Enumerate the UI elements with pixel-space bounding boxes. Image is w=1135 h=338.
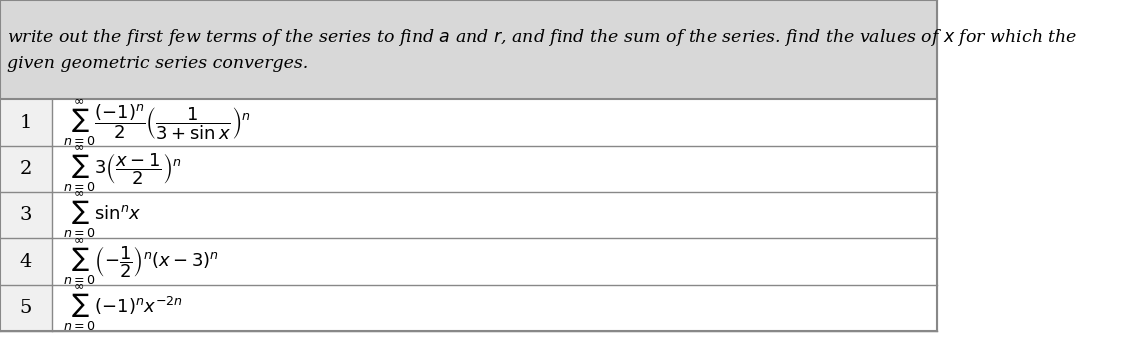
Bar (0, 285, 938, 331)
Text: write out the first few terms of the series to find $a$ and $r$, and find the su: write out the first few terms of the ser… (8, 27, 1078, 72)
Text: $\sum_{n=0}^{\infty} 3\left(\dfrac{x-1}{2}\right)^n$: $\sum_{n=0}^{\infty} 3\left(\dfrac{x-1}{… (62, 144, 182, 194)
Bar (0, 99, 938, 146)
Bar (0, 192, 938, 238)
Text: 2: 2 (19, 160, 32, 178)
Bar (0, 146, 51, 192)
Text: 3: 3 (19, 206, 32, 224)
Bar (0, 146, 938, 192)
Bar (0, 285, 51, 331)
Bar (0, 192, 51, 238)
Bar (0, 238, 51, 285)
Text: $\sum_{n=0}^{\infty} \sin^n\!x$: $\sum_{n=0}^{\infty} \sin^n\!x$ (62, 190, 142, 240)
Bar (0, 0, 938, 99)
Text: 4: 4 (19, 252, 32, 271)
Text: $\sum_{n=0}^{\infty} (-1)^n x^{-2n}$: $\sum_{n=0}^{\infty} (-1)^n x^{-2n}$ (62, 283, 183, 333)
Text: 5: 5 (19, 299, 32, 317)
Text: 1: 1 (19, 114, 32, 131)
Text: $\sum_{n=0}^{\infty} \dfrac{(-1)^n}{2}\left(\dfrac{1}{3+\sin x}\right)^n$: $\sum_{n=0}^{\infty} \dfrac{(-1)^n}{2}\l… (62, 97, 251, 148)
Bar (0, 99, 51, 146)
Bar (0, 238, 938, 285)
Text: $\sum_{n=0}^{\infty} \left(-\dfrac{1}{2}\right)^n (x-3)^n$: $\sum_{n=0}^{\infty} \left(-\dfrac{1}{2}… (62, 237, 219, 287)
